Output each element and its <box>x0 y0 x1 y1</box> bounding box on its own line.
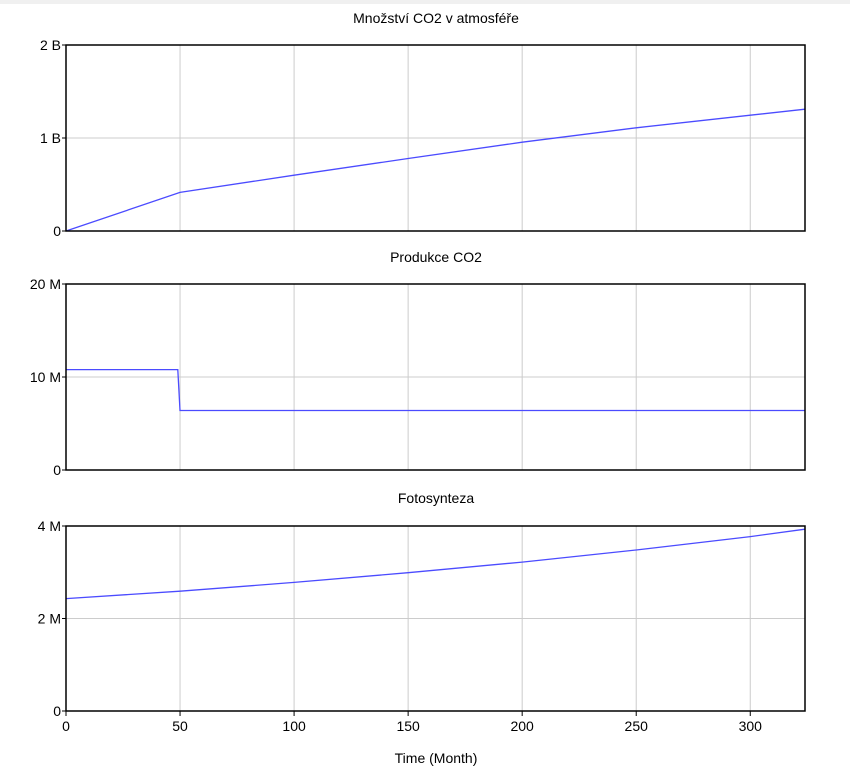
y-tick-label: 2 M <box>38 611 61 627</box>
panel-title: Množství CO2 v atmosféře <box>353 10 519 26</box>
plot-frame <box>65 525 806 712</box>
y-tick-label: 20 M <box>30 276 61 292</box>
x-tick-label: 0 <box>62 718 70 734</box>
series-line <box>66 368 805 412</box>
y-tick-label: 2 B <box>40 37 61 53</box>
plot-frame <box>65 44 806 232</box>
panel-title: Fotosynteza <box>398 490 474 506</box>
x-tick-label: 100 <box>282 718 306 734</box>
x-tick-label: 250 <box>625 718 649 734</box>
x-tick-label: 200 <box>510 718 534 734</box>
panel-co2-atmosphere: Množství CO2 v atmosféře 0 1 B 2 B <box>40 10 806 239</box>
x-tick-label: 300 <box>739 718 763 734</box>
panel-photosynthesis: Fotosynteza 0 2 M 4 M 0 50 100 150 200 250 300 T… <box>38 490 806 766</box>
x-tick-label: 50 <box>172 718 188 734</box>
series-line <box>65 108 806 232</box>
x-tick-label: 150 <box>396 718 420 734</box>
y-tick-label: 1 B <box>40 130 61 146</box>
series-line <box>65 528 806 600</box>
y-tick-label: 0 <box>53 703 61 719</box>
y-tick-label: 10 M <box>30 369 61 385</box>
panel-title: Produkce CO2 <box>390 249 482 265</box>
y-tick-label: 0 <box>53 462 61 478</box>
plot-frame <box>65 283 806 471</box>
y-tick-label: 0 <box>53 223 61 239</box>
y-tick-label: 4 M <box>38 518 61 534</box>
window-top-strip <box>0 0 850 4</box>
panel-co2-production: Produkce CO2 0 10 M 20 M <box>30 249 806 478</box>
x-axis-label: Time (Month) <box>395 750 478 766</box>
